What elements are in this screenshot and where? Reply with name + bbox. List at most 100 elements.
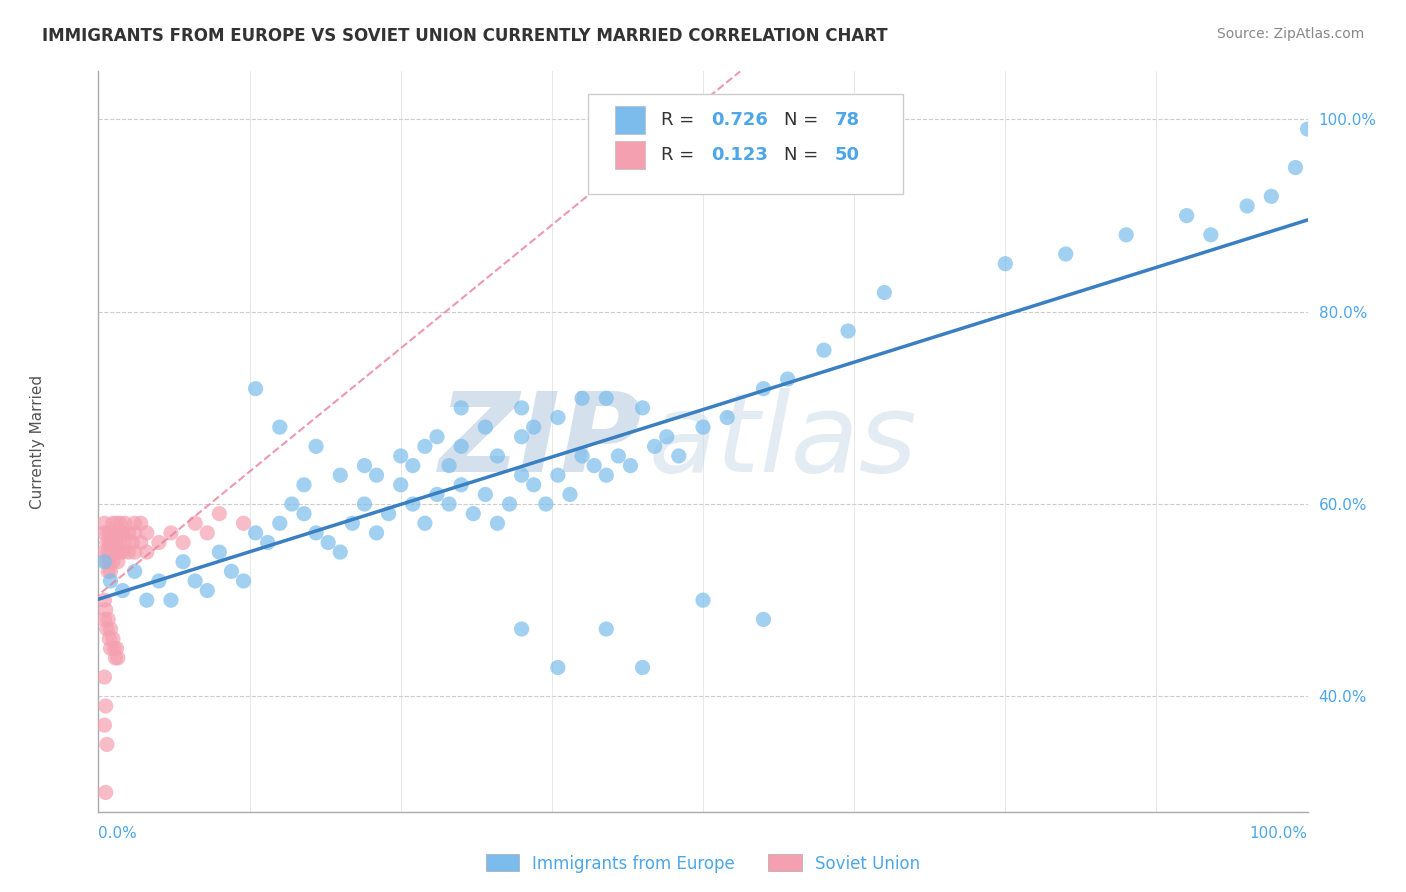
Point xyxy=(437,458,460,473)
Point xyxy=(752,612,775,626)
FancyBboxPatch shape xyxy=(614,106,645,135)
Point xyxy=(195,583,218,598)
Point xyxy=(631,401,654,415)
Point xyxy=(486,516,509,531)
Point xyxy=(160,525,183,540)
Point xyxy=(104,651,127,665)
Point xyxy=(232,574,254,588)
Point xyxy=(1284,161,1306,175)
Point xyxy=(329,468,352,483)
Point xyxy=(96,622,118,636)
Text: R =: R = xyxy=(661,146,700,164)
Point xyxy=(184,574,207,588)
Point xyxy=(96,738,118,752)
Point xyxy=(208,507,231,521)
Point xyxy=(498,497,520,511)
Point xyxy=(269,420,291,434)
Point xyxy=(655,430,678,444)
Text: 0.123: 0.123 xyxy=(711,146,768,164)
Point xyxy=(221,565,243,579)
Point xyxy=(93,516,115,531)
Point xyxy=(353,497,375,511)
Point xyxy=(97,565,120,579)
Point xyxy=(1054,247,1077,261)
Point xyxy=(366,525,388,540)
Point xyxy=(292,507,315,521)
Point xyxy=(245,525,267,540)
Point xyxy=(510,468,533,483)
Point xyxy=(463,507,485,521)
Point xyxy=(595,391,617,405)
Point xyxy=(100,641,122,656)
Point xyxy=(124,516,146,531)
Point xyxy=(124,545,146,559)
Point xyxy=(96,535,118,549)
Point xyxy=(716,410,738,425)
Text: 0.726: 0.726 xyxy=(711,112,768,129)
Text: 0.0%: 0.0% xyxy=(98,826,138,841)
Point xyxy=(547,660,569,674)
Point xyxy=(108,516,131,531)
Point xyxy=(93,545,115,559)
Point xyxy=(98,555,121,569)
Point xyxy=(103,641,125,656)
Point xyxy=(281,497,304,511)
Point xyxy=(118,545,141,559)
Point xyxy=(97,525,120,540)
Point xyxy=(129,516,152,531)
Point xyxy=(668,449,690,463)
Point xyxy=(873,285,896,300)
Text: N =: N = xyxy=(785,112,824,129)
Point xyxy=(93,718,115,732)
Point xyxy=(100,565,122,579)
Point xyxy=(107,555,129,569)
Point xyxy=(413,516,436,531)
Point xyxy=(93,612,115,626)
Point xyxy=(135,545,157,559)
Text: N =: N = xyxy=(785,146,824,164)
Point xyxy=(752,382,775,396)
Text: ZIP: ZIP xyxy=(439,388,643,495)
Point xyxy=(389,449,412,463)
Point xyxy=(97,612,120,626)
Point xyxy=(510,622,533,636)
Point xyxy=(534,497,557,511)
Point xyxy=(118,525,141,540)
FancyBboxPatch shape xyxy=(614,141,645,169)
Text: 78: 78 xyxy=(835,112,860,129)
Point xyxy=(547,468,569,483)
Point xyxy=(98,632,121,646)
Point xyxy=(97,545,120,559)
Point xyxy=(111,583,134,598)
Point xyxy=(377,507,399,521)
Point xyxy=(245,382,267,396)
Text: atlas: atlas xyxy=(648,388,917,495)
Point xyxy=(1296,122,1319,136)
Point xyxy=(105,545,128,559)
Point xyxy=(94,785,117,799)
Point xyxy=(107,651,129,665)
Point xyxy=(110,525,132,540)
Point xyxy=(104,535,127,549)
Point xyxy=(256,535,278,549)
Point xyxy=(103,545,125,559)
Point xyxy=(571,449,593,463)
Point xyxy=(100,622,122,636)
Point xyxy=(1175,209,1198,223)
Point xyxy=(619,458,641,473)
Point xyxy=(124,525,146,540)
Point xyxy=(426,430,449,444)
Point xyxy=(94,698,117,713)
Point xyxy=(316,535,339,549)
Point xyxy=(450,478,472,492)
Point xyxy=(232,516,254,531)
Point xyxy=(644,439,666,453)
Point xyxy=(474,487,496,501)
Point xyxy=(111,525,134,540)
Point xyxy=(105,641,128,656)
Point xyxy=(135,525,157,540)
Text: IMMIGRANTS FROM EUROPE VS SOVIET UNION CURRENTLY MARRIED CORRELATION CHART: IMMIGRANTS FROM EUROPE VS SOVIET UNION C… xyxy=(42,27,887,45)
Point xyxy=(100,525,122,540)
Point xyxy=(353,458,375,473)
Point xyxy=(100,535,122,549)
